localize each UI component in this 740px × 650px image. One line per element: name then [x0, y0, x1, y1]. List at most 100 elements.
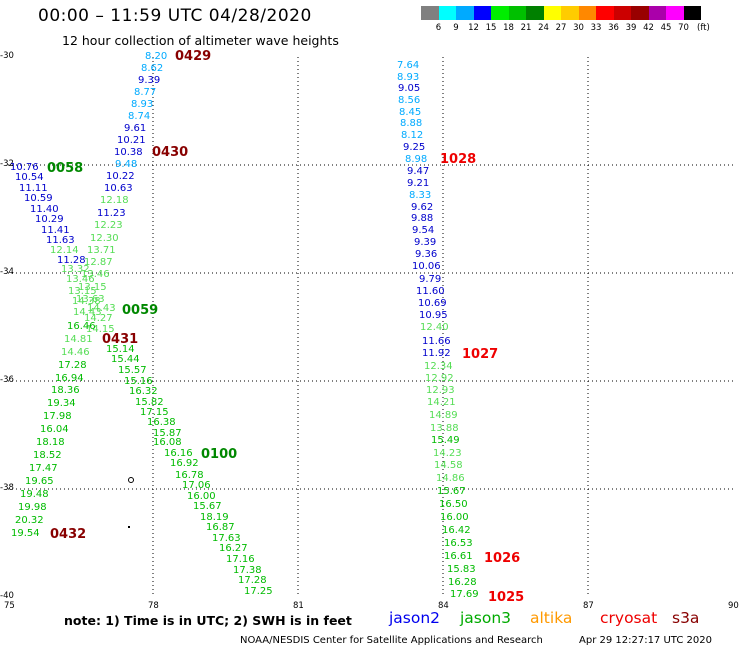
wave-height-label: 17.28	[238, 575, 267, 586]
wave-height-label: 8.20	[145, 51, 168, 62]
wave-height-label: 9.39	[138, 75, 161, 86]
legend-swatch	[456, 6, 474, 20]
pass-time-label: 1025	[488, 590, 525, 605]
pass-time-label: 1026	[484, 551, 521, 566]
satellite-legend-item: altika	[530, 609, 573, 627]
wave-height-label: 8.45	[399, 107, 422, 118]
wave-height-label: 12.93	[426, 385, 455, 396]
wave-height-label: 18.36	[51, 385, 80, 396]
wave-height-label: 8.62	[141, 63, 164, 74]
wave-height-label: 13.32	[61, 264, 90, 275]
wave-height-label: 15.16	[124, 376, 153, 387]
marker-dot-icon	[128, 526, 130, 528]
wave-height-label: 19.48	[20, 489, 49, 500]
wave-height-label: 14.21	[427, 397, 456, 408]
legend-label: 9	[453, 23, 459, 33]
legend-label: 21	[520, 23, 532, 33]
wave-height-label: 14.43	[87, 303, 116, 314]
wave-height-label: 13.15	[78, 282, 107, 293]
wave-height-label: 17.28	[58, 360, 87, 371]
wave-height-label: 11.60	[416, 286, 445, 297]
wave-height-label: 19.98	[18, 502, 47, 513]
wave-height-label: 7.64	[397, 60, 420, 71]
legend-label: 15	[485, 23, 497, 33]
legend-label: 70	[678, 23, 689, 33]
x-tick-label: 81	[293, 601, 304, 611]
wave-height-label: 8.88	[400, 118, 423, 129]
wave-height-label: 16.32	[129, 386, 158, 397]
wave-height-label: 12.34	[424, 361, 453, 372]
wave-height-label: 9.88	[411, 213, 434, 224]
wave-height-label: 12.40	[420, 322, 449, 333]
note-text: note: 1) Time is in UTC; 2) SWH is in fe…	[64, 613, 352, 628]
legend-swatch	[543, 6, 561, 20]
satellite-legend-item: jason2	[389, 609, 441, 627]
pass-time-label: 0429	[175, 49, 212, 64]
wave-height-label: 10.06	[412, 261, 441, 272]
wave-height-label: 17.06	[182, 480, 211, 491]
x-tick-label: 87	[583, 601, 594, 611]
wave-height-label: 8.93	[131, 99, 154, 110]
legend-label: 33	[590, 23, 602, 33]
legend-swatch	[596, 6, 614, 20]
wave-height-label: 8.93	[397, 72, 420, 83]
wave-height-label: 15.49	[431, 435, 460, 446]
wave-height-label: 8.12	[401, 130, 424, 141]
legend-swatch	[438, 6, 456, 20]
pass-time-label: 0431	[102, 332, 139, 347]
wave-height-label: 12.14	[50, 245, 79, 256]
legend-label: 39	[625, 23, 637, 33]
legend-swatch	[683, 6, 701, 20]
wave-height-label: 13.46	[81, 269, 110, 280]
wave-height-label: 10.63	[104, 183, 133, 194]
legend-label: 18	[503, 23, 514, 33]
wave-height-label: 13.63	[76, 294, 105, 305]
y-tick-label: -38	[0, 483, 14, 493]
wave-height-label: 12.30	[90, 233, 119, 244]
legend-label: 6	[435, 23, 442, 33]
wave-height-label: 18.18	[36, 437, 65, 448]
wave-height-label: 9.21	[407, 178, 430, 189]
legend-label: 42	[643, 23, 654, 33]
y-tick-label: -40	[0, 591, 14, 601]
wave-height-label: 16.87	[206, 522, 235, 533]
wave-height-label: 17.63	[212, 533, 241, 544]
wave-height-label: 9.61	[124, 123, 147, 134]
wave-height-label: 9.36	[415, 249, 438, 260]
satellite-legend-item: jason3	[460, 609, 512, 627]
wave-height-label: 16.00	[440, 512, 469, 523]
wave-height-label: 16.50	[439, 499, 468, 510]
wave-height-label: 10.95	[419, 310, 448, 321]
wave-height-label: 16.28	[448, 577, 477, 588]
pass-time-label: 1027	[462, 347, 499, 362]
x-tick-label: 90	[728, 601, 739, 611]
wave-height-label: 16.00	[187, 491, 216, 502]
wave-height-label: 12.18	[100, 195, 129, 206]
wave-height-label: 14.27	[84, 313, 113, 324]
legend-label: 36	[608, 23, 619, 33]
wave-height-label: 11.40	[30, 204, 59, 215]
wave-height-label: 20.32	[15, 515, 44, 526]
satellite-legend-item: s3a	[672, 609, 700, 627]
wave-height-label: 8.77	[134, 87, 157, 98]
wave-height-label: 13.46	[66, 274, 95, 285]
wave-height-label: 19.65	[25, 476, 54, 487]
wave-height-label: 9.48	[115, 159, 138, 170]
wave-height-label: 10.69	[418, 298, 447, 309]
wave-height-label: 18.19	[200, 512, 229, 523]
pass-time-label: 0432	[50, 527, 87, 542]
wave-height-label: 16.42	[442, 525, 471, 536]
wave-height-label: 8.56	[398, 95, 421, 106]
x-tick-label: 84	[438, 601, 449, 611]
wave-height-label: 14.58	[434, 460, 463, 471]
wave-height-label: 8.74	[128, 111, 151, 122]
map-grid	[8, 57, 733, 597]
wave-height-label: 15.87	[153, 428, 182, 439]
marker-circle-icon	[128, 477, 134, 483]
wave-height-label: 13.88	[430, 423, 459, 434]
wave-height-label: 17.38	[233, 565, 262, 576]
legend-swatch	[666, 6, 684, 20]
wave-height-label: 16.38	[147, 417, 176, 428]
wave-height-label: 9.25	[403, 142, 426, 153]
legend-label: 24	[538, 23, 549, 33]
